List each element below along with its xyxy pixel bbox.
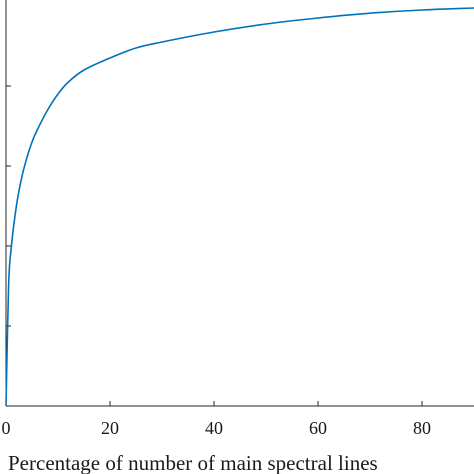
x-tick-label: 40 [205, 418, 223, 438]
x-tick-label: 20 [101, 418, 119, 438]
x-tick-label: 60 [309, 418, 327, 438]
series-layer [5, 7, 474, 407]
y-ticks [6, 85, 11, 327]
x-tick-label: 0 [2, 418, 11, 438]
x-axis-title: Percentage of number of main spectral li… [8, 451, 378, 474]
series-line [5, 7, 474, 407]
x-ticks: 0 20 40 60 80 [2, 401, 431, 438]
x-tick-label: 80 [413, 418, 431, 438]
axes [5, 0, 474, 407]
